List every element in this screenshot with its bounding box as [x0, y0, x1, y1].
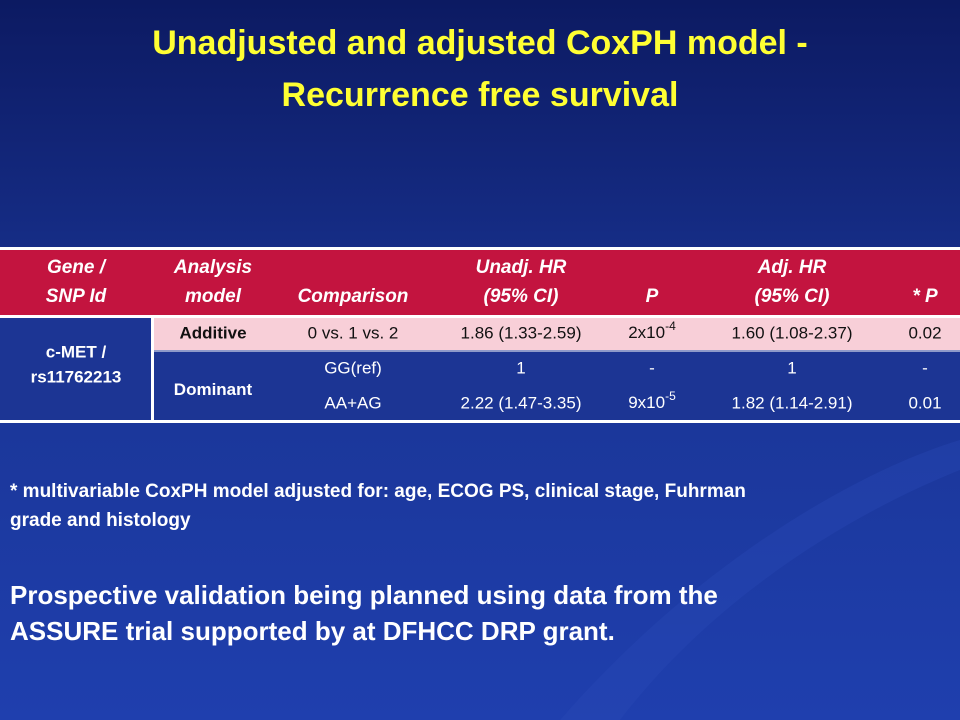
- column-header: Analysis: [173, 257, 252, 278]
- column-header: P: [646, 286, 659, 307]
- gene-label: c-MET /: [46, 342, 107, 361]
- slide-title: Recurrence free survival: [282, 76, 679, 114]
- column-header: model: [185, 286, 242, 307]
- table-cell: 1.82 (1.14-2.91): [732, 393, 853, 412]
- table-cell: 1: [787, 358, 796, 377]
- column-header: Adj. HR: [757, 257, 827, 278]
- decoration: [560, 440, 960, 720]
- table-cell: 1: [516, 358, 525, 377]
- table-cell: 2.22 (1.47-3.35): [461, 393, 582, 412]
- slide-title: Unadjusted and adjusted CoxPH model -: [152, 24, 808, 62]
- row-highlight: [154, 318, 960, 350]
- column-divider: [151, 318, 154, 420]
- column-header: (95% CI): [755, 286, 830, 307]
- table-cell: 9x10-5: [628, 389, 676, 412]
- column-header: Unadj. HR: [476, 257, 567, 278]
- table-header-bg: [0, 250, 960, 315]
- column-header: (95% CI): [484, 286, 559, 307]
- column-header: Comparison: [298, 286, 409, 307]
- conclusion: Prospective validation being planned usi…: [10, 580, 718, 610]
- table-cell: 0 vs. 1 vs. 2: [308, 323, 399, 342]
- column-header: Gene /: [47, 257, 107, 278]
- cell-exponent: -4: [665, 319, 676, 333]
- model-label: Dominant: [174, 380, 253, 399]
- table-cell: 2x10-4: [628, 319, 676, 342]
- table-cell: AA+AG: [324, 393, 381, 412]
- conclusion: ASSURE trial supported by at DFHCC DRP g…: [10, 616, 615, 646]
- table-cell: 0.01: [908, 393, 941, 412]
- table-cell: -: [649, 358, 655, 377]
- cell-base: 9x10: [628, 393, 665, 412]
- cell-exponent: -5: [665, 389, 676, 403]
- table-cell: 0.02: [908, 323, 941, 342]
- table-cell: 1.60 (1.08-2.37): [732, 323, 853, 342]
- column-header: SNP Id: [46, 286, 107, 307]
- column-header: * P: [912, 286, 938, 307]
- model-label: Additive: [179, 323, 246, 342]
- footnote: * multivariable CoxPH model adjusted for…: [10, 481, 746, 502]
- cell-base: 2x10: [628, 323, 665, 342]
- gene-label: rs11762213: [31, 367, 122, 386]
- table-cell: -: [922, 358, 928, 377]
- table-cell: 1.86 (1.33-2.59): [461, 323, 582, 342]
- table-cell: GG(ref): [324, 358, 382, 377]
- footnote: grade and histology: [10, 510, 191, 531]
